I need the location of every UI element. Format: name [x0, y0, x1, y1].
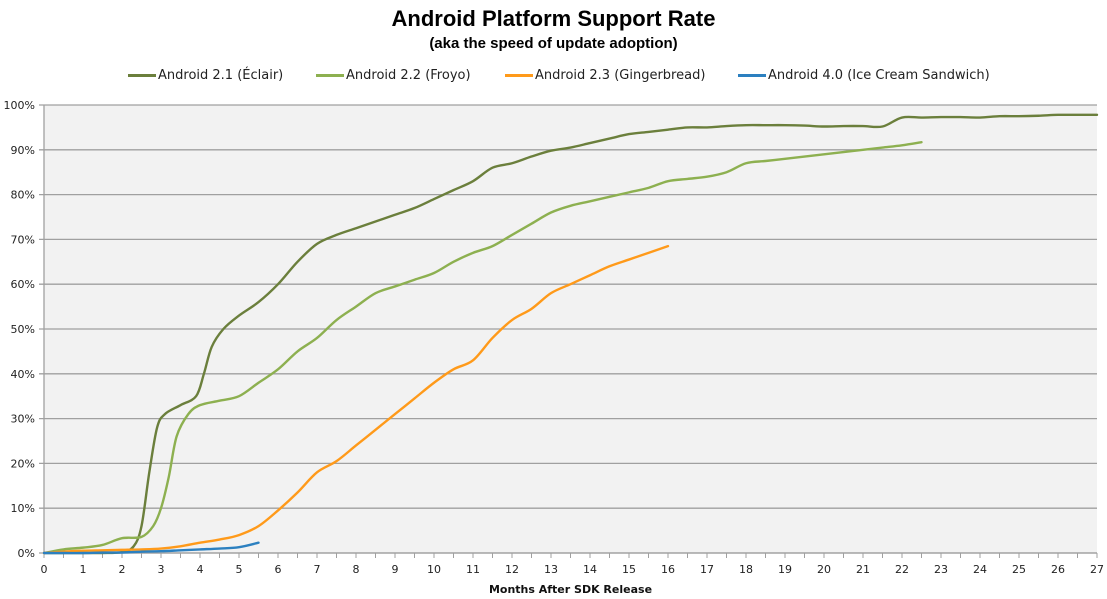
x-tick-label: 26 — [1051, 563, 1065, 576]
x-tick-label: 0 — [41, 563, 48, 576]
series-line-2 — [42, 244, 670, 555]
x-tick-label: 14 — [583, 563, 597, 576]
x-tick-label: 25 — [1012, 563, 1026, 576]
y-tick-label: 20% — [11, 457, 35, 470]
legend-label: Android 2.1 (Éclair) — [158, 68, 284, 83]
x-tick-label: 1 — [80, 563, 87, 576]
x-tick-label: 20 — [817, 563, 831, 576]
x-tick-label: 9 — [392, 563, 399, 576]
series-line-1 — [42, 140, 923, 555]
x-tick-label: 12 — [505, 563, 519, 576]
y-tick-label: 100% — [4, 99, 35, 112]
y-tick-label: 90% — [11, 144, 35, 157]
x-axis: 0 1 2 3 4 5 6 7 8 9 10 11 12 13 14 15 16 17 18 19 20 21 22 23 24… — [41, 552, 1104, 576]
x-tick-label: 27 — [1090, 563, 1104, 576]
y-tick-label: 70% — [11, 233, 35, 246]
y-tick-label: 40% — [11, 368, 35, 381]
x-tick-label: 13 — [544, 563, 558, 576]
x-tick-label: 19 — [778, 563, 792, 576]
legend-swatch-icon — [738, 74, 766, 77]
y-tick-label: 30% — [11, 413, 35, 426]
x-tick-label: 23 — [934, 563, 948, 576]
series-line-0 — [42, 113, 1099, 555]
legend-label: Android 4.0 (Ice Cream Sandwich) — [768, 68, 990, 83]
legend-label: Android 2.2 (Froyo) — [346, 68, 471, 83]
legend-swatch-icon — [316, 74, 344, 77]
chart-title: Android Platform Support Rate — [391, 6, 716, 31]
x-tick-label: 4 — [197, 563, 204, 576]
x-tick-label: 24 — [973, 563, 987, 576]
chart-subtitle: (aka the speed of update adoption) — [429, 35, 678, 52]
legend-swatch-icon — [505, 74, 533, 77]
y-axis: 0% 10% 20% 30% 40% 50% 60% 70% 80% 90% 100% — [4, 99, 45, 560]
y-tick-label: 10% — [11, 502, 35, 515]
legend-swatch-icon — [128, 74, 156, 77]
legend-item-gingerbread[interactable]: Android 2.3 (Gingerbread) — [505, 68, 705, 83]
y-tick-label: 60% — [11, 278, 35, 291]
x-tick-label: 18 — [739, 563, 753, 576]
x-tick-label: 17 — [700, 563, 714, 576]
legend-item-eclair[interactable]: Android 2.1 (Éclair) — [128, 68, 283, 83]
series-line-3 — [42, 541, 260, 555]
legend: Android 2.1 (Éclair) Android 2.2 (Froyo)… — [0, 68, 1107, 86]
x-axis-label: Months After SDK Release — [488, 583, 653, 596]
y-tick-label: 50% — [11, 323, 35, 336]
x-tick-label: 3 — [158, 563, 165, 576]
x-tick-label: 7 — [314, 563, 321, 576]
x-tick-label: 6 — [275, 563, 282, 576]
legend-item-ics[interactable]: Android 4.0 (Ice Cream Sandwich) — [738, 68, 990, 83]
x-tick-label: 22 — [895, 563, 909, 576]
x-tick-label: 2 — [119, 563, 126, 576]
x-tick-label: 11 — [466, 563, 480, 576]
x-tick-label: 10 — [427, 563, 441, 576]
y-tick-label: 80% — [11, 189, 35, 202]
legend-item-froyo[interactable]: Android 2.2 (Froyo) — [316, 68, 471, 83]
series-lines — [42, 113, 1099, 555]
x-tick-label: 5 — [236, 563, 243, 576]
x-tick-label: 16 — [661, 563, 675, 576]
x-tick-label: 15 — [622, 563, 636, 576]
x-tick-label: 21 — [856, 563, 870, 576]
x-tick-label: 8 — [353, 563, 360, 576]
legend-label: Android 2.3 (Gingerbread) — [535, 68, 706, 83]
y-tick-label: 0% — [18, 547, 35, 560]
